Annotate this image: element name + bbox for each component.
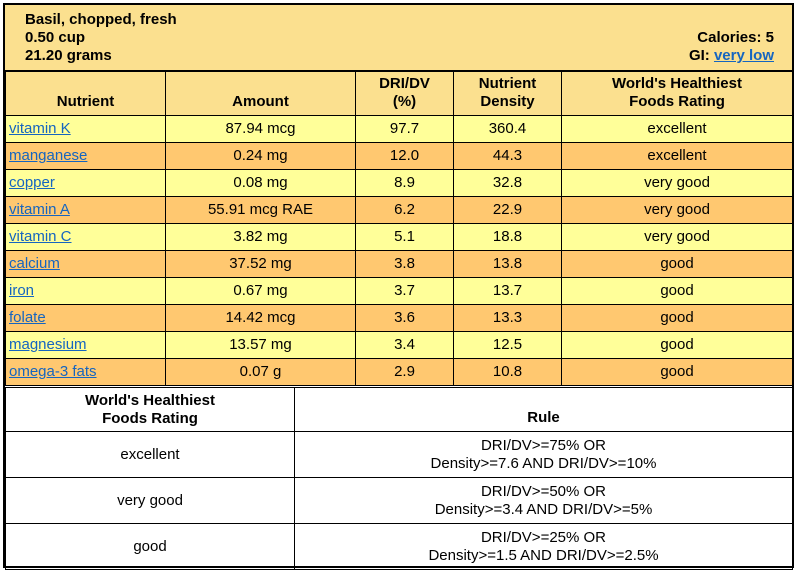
dri-cell: 3.6 [355, 304, 454, 332]
nutrient-link[interactable]: vitamin C [9, 228, 72, 245]
amount-cell: 0.24 mg [165, 142, 356, 170]
amount-cell: 87.94 mcg [165, 115, 356, 143]
amount-cell: 13.57 mg [165, 331, 356, 359]
density-cell: 18.8 [453, 223, 562, 251]
amount-cell: 3.82 mg [165, 223, 356, 251]
amount-cell: 14.42 mcg [165, 304, 356, 332]
table-row: omega-3 fats 0.07 g 2.9 10.8 good [5, 358, 793, 386]
food-name: Basil, chopped, fresh [25, 11, 177, 28]
calorie-info: Calories: 5 GI: very low [689, 29, 774, 65]
amount-cell: 55.91 mcg RAE [165, 196, 356, 224]
nutrient-link[interactable]: folate [9, 309, 46, 326]
dri-cell: 3.8 [355, 250, 454, 278]
rating-cell: good [561, 358, 793, 386]
amount-cell: 0.07 g [165, 358, 356, 386]
food-info: Basil, chopped, fresh 0.50 cup 21.20 gra… [25, 11, 177, 65]
dri-cell: 2.9 [355, 358, 454, 386]
gi-label: GI: [688, 47, 710, 64]
density-cell: 13.8 [453, 250, 562, 278]
rule-row: good DRI/DV>=25% OR Density>=1.5 AND DRI/… [5, 523, 793, 570]
gi-value-link[interactable]: very low [713, 47, 774, 64]
gi-line: GI: very low [689, 47, 774, 65]
nutrient-link[interactable]: vitamin A [9, 201, 70, 218]
density-cell: 13.7 [453, 277, 562, 305]
rating-cell: good [561, 331, 793, 359]
nutrient-table-header: Nutrient Amount DRI/DV (%) Nutrient Densit… [5, 71, 793, 116]
dri-cell: 3.7 [355, 277, 454, 305]
amount-cell: 37.52 mg [165, 250, 356, 278]
rule-rating: good [5, 523, 295, 570]
dri-cell: 5.1 [355, 223, 454, 251]
dri-cell: 3.4 [355, 331, 454, 359]
density-cell: 44.3 [453, 142, 562, 170]
nutrient-link[interactable]: magnesium [9, 336, 87, 353]
amount-cell: 0.08 mg [165, 169, 356, 197]
table-row: calcium 37.52 mg 3.8 13.8 good [5, 250, 793, 278]
col-rating: World's Healthiest Foods Rating [561, 71, 793, 116]
density-cell: 10.8 [453, 358, 562, 386]
table-row: magnesium 13.57 mg 3.4 12.5 good [5, 331, 793, 359]
nutrient-table: Nutrient Amount DRI/DV (%) Nutrient Densit… [5, 71, 793, 386]
rule-rating: very good [5, 477, 295, 524]
rating-cell: good [561, 304, 793, 332]
nutrient-link[interactable]: copper [9, 174, 55, 191]
rating-cell: excellent [561, 142, 793, 170]
calories-text: Calories: 5 [697, 29, 774, 46]
rating-cell: good [561, 277, 793, 305]
serving-weight: 21.20 grams [25, 47, 112, 64]
density-cell: 32.8 [453, 169, 562, 197]
serving-size: 0.50 cup [25, 29, 86, 46]
nutrient-link[interactable]: calcium [9, 255, 60, 272]
table-row: copper 0.08 mg 8.9 32.8 very good [5, 169, 793, 197]
table-row: folate 14.42 mcg 3.6 13.3 good [5, 304, 793, 332]
col-nutrient: Nutrient [5, 71, 166, 116]
table-row: manganese 0.24 mg 12.0 44.3 excellent [5, 142, 793, 170]
rule-text: DRI/DV>=25% OR Density>=1.5 AND DRI/DV>=2… [294, 523, 793, 570]
rating-rules-table: World's Healthiest Foods Rating Rule exce… [5, 387, 793, 570]
rule-rating: excellent [5, 431, 295, 478]
density-cell: 22.9 [453, 196, 562, 224]
nutrient-link[interactable]: iron [9, 282, 35, 299]
rating-cell: very good [561, 223, 793, 251]
table-row: vitamin K 87.94 mcg 97.7 360.4 excellent [5, 115, 793, 143]
table-row: iron 0.67 mg 3.7 13.7 good [5, 277, 793, 305]
nutrition-panel: Basil, chopped, fresh 0.50 cup 21.20 gra… [3, 3, 794, 570]
rule-text: DRI/DV>=75% OR Density>=7.6 AND DRI/DV>=1… [294, 431, 793, 478]
nutrient-link[interactable]: manganese [9, 147, 88, 164]
rating-cell: excellent [561, 115, 793, 143]
rating-cell: good [561, 250, 793, 278]
col-dri: DRI/DV (%) [355, 71, 454, 116]
nutrient-link[interactable]: omega-3 fats [9, 363, 97, 380]
nutrient-link[interactable]: vitamin K [9, 120, 71, 137]
table-row: vitamin A 55.91 mcg RAE 6.2 22.9 very go… [5, 196, 793, 224]
rating-cell: very good [561, 169, 793, 197]
table-row: vitamin C 3.82 mg 5.1 18.8 very good [5, 223, 793, 251]
rule-text: DRI/DV>=50% OR Density>=3.4 AND DRI/DV>=5… [294, 477, 793, 524]
dri-cell: 8.9 [355, 169, 454, 197]
rules-col-rating: World's Healthiest Foods Rating [5, 387, 295, 432]
food-header: Basil, chopped, fresh 0.50 cup 21.20 gra… [5, 5, 792, 71]
rule-row: excellent DRI/DV>=75% OR Density>=7.6 AND… [5, 431, 793, 478]
rules-col-rule: Rule [294, 387, 793, 432]
amount-cell: 0.67 mg [165, 277, 356, 305]
density-cell: 13.3 [453, 304, 562, 332]
rule-row: very good DRI/DV>=50% OR Density>=3.4 AND… [5, 477, 793, 524]
dri-cell: 12.0 [355, 142, 454, 170]
dri-cell: 97.7 [355, 115, 454, 143]
density-cell: 360.4 [453, 115, 562, 143]
rules-header: World's Healthiest Foods Rating Rule [5, 387, 793, 432]
col-density: Nutrient Density [453, 71, 562, 116]
col-amount: Amount [165, 71, 356, 116]
dri-cell: 6.2 [355, 196, 454, 224]
rating-cell: very good [561, 196, 793, 224]
density-cell: 12.5 [453, 331, 562, 359]
